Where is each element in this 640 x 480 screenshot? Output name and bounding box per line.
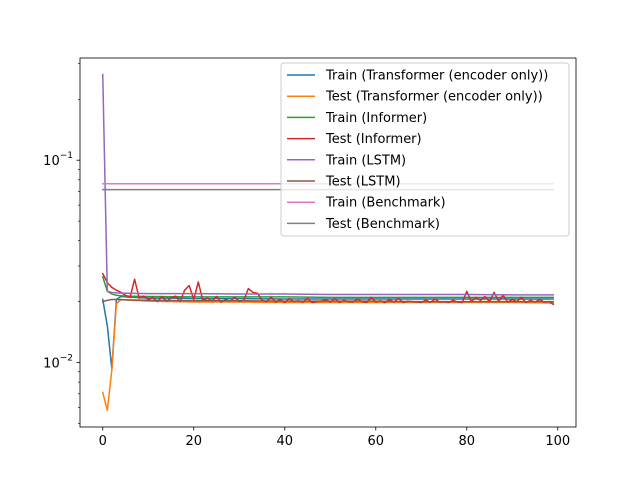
y-tick-label: 10−2	[43, 354, 73, 372]
x-tick-label: 40	[276, 434, 293, 449]
legend-label: Test (Informer)	[325, 132, 422, 147]
legend: Train (Transformer (encoder only)) Test (…	[280, 62, 570, 237]
legend-label: Train (Informer)	[325, 111, 427, 126]
x-tick-label: 20	[185, 434, 202, 449]
x-tick-label: 0	[99, 434, 107, 449]
x-tick-label: 100	[545, 434, 570, 449]
legend-box	[280, 62, 570, 237]
legend-label: Train (LSTM)	[325, 153, 406, 168]
x-tick-label: 60	[368, 434, 385, 449]
series-line-2	[101, 275, 554, 299]
series-line-0	[101, 295, 554, 370]
axes: 0 20 40 60 80 100 10−2 10−1	[43, 57, 577, 449]
series-line-4	[101, 73, 554, 296]
legend-label: Train (Benchmark)	[325, 196, 446, 211]
legend-label: Test (LSTM)	[325, 175, 401, 190]
plot-area	[101, 73, 555, 412]
legend-label: Test (Benchmark)	[325, 217, 440, 232]
legend-label: Train (Transformer (encoder only))	[325, 69, 548, 84]
x-tick-label: 80	[459, 434, 476, 449]
plot-frame	[79, 57, 577, 428]
y-tick-label: 10−1	[43, 151, 73, 169]
series-line-1	[101, 298, 555, 412]
series-line-5	[101, 298, 554, 303]
legend-label: Test (Transformer (encoder only))	[325, 90, 543, 105]
